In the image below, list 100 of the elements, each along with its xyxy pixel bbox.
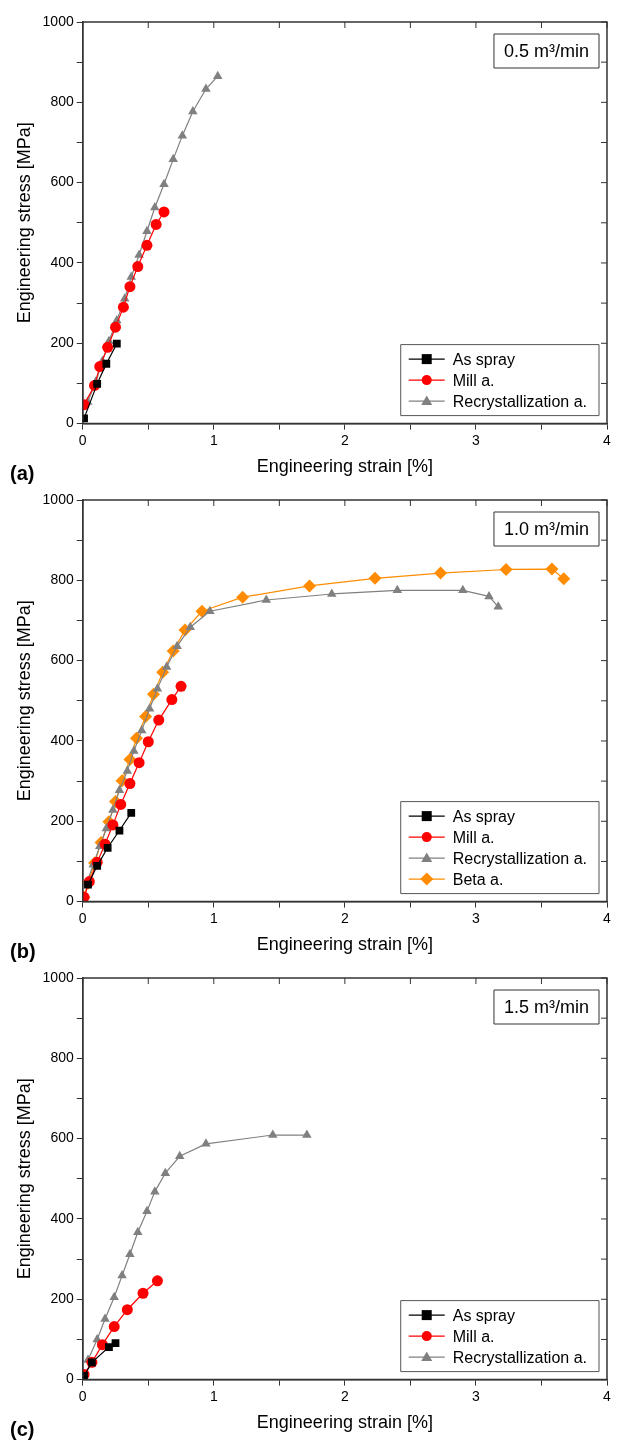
x-tick-label: 1 xyxy=(209,431,218,448)
y-tick-label: 200 xyxy=(50,334,74,351)
legend-label: Recrystallization a. xyxy=(452,849,588,867)
point xyxy=(107,819,119,831)
x-tick-label: 0 xyxy=(78,909,87,926)
x-tick-label: 0 xyxy=(78,431,87,448)
x-tick-label: 2 xyxy=(340,1387,349,1404)
text: (b) xyxy=(10,940,36,962)
point xyxy=(172,640,182,649)
y-tick-label: 0 xyxy=(65,892,74,909)
annotation: 1.0 m³/min xyxy=(503,518,590,539)
point xyxy=(108,804,118,813)
legend-label: As spray xyxy=(452,1306,515,1324)
point xyxy=(499,562,513,576)
point xyxy=(545,562,559,576)
point xyxy=(484,590,494,600)
point xyxy=(109,1291,119,1301)
point xyxy=(168,153,178,163)
point xyxy=(133,757,145,769)
point xyxy=(100,1313,110,1322)
point xyxy=(174,1150,185,1160)
point xyxy=(368,571,382,585)
x-axis-title: Engineering strain [%] xyxy=(256,934,433,955)
point xyxy=(117,1270,127,1279)
x-axis-title: Engineering strain [%] xyxy=(256,1412,433,1433)
y-axis-title: Engineering stress [MPa] xyxy=(13,1078,34,1280)
y-tick-label: 200 xyxy=(50,1290,74,1307)
point xyxy=(152,683,163,692)
point xyxy=(458,584,468,594)
y-tick-label: 400 xyxy=(50,253,74,270)
point xyxy=(166,694,178,706)
x-tick-label: 1 xyxy=(209,909,218,926)
point xyxy=(111,1339,120,1347)
point xyxy=(302,1129,312,1138)
annotation: 0.5 m³/min xyxy=(503,40,590,61)
point xyxy=(175,680,187,692)
point xyxy=(132,261,144,273)
legend-label: Mill a. xyxy=(452,371,495,389)
point xyxy=(112,339,121,348)
x-axis-title: Engineering strain [%] xyxy=(256,456,433,477)
point xyxy=(142,736,154,748)
point xyxy=(124,281,136,293)
point xyxy=(122,765,133,774)
point xyxy=(105,1343,113,1351)
point xyxy=(158,206,170,218)
point xyxy=(150,218,162,230)
point xyxy=(125,1248,135,1258)
text: (a) xyxy=(10,462,35,484)
legend-label: Mill a. xyxy=(452,1327,495,1345)
point xyxy=(159,178,169,187)
y-axis-title: Engineering stress [MPa] xyxy=(13,122,34,324)
point xyxy=(201,83,211,92)
point xyxy=(557,572,571,586)
x-tick-label: 3 xyxy=(472,431,481,448)
x-tick-label: 0 xyxy=(78,1387,87,1404)
y-tick-label: 1000 xyxy=(42,968,74,985)
point xyxy=(137,1287,149,1299)
point xyxy=(150,1186,160,1195)
point xyxy=(115,798,127,810)
point xyxy=(268,1129,278,1138)
legend-label: Beta a. xyxy=(452,870,504,888)
point xyxy=(236,590,250,604)
y-tick-label: 400 xyxy=(50,1209,74,1226)
point xyxy=(124,778,136,790)
x-tick-label: 4 xyxy=(603,909,612,926)
x-tick-label: 1 xyxy=(209,1387,218,1404)
x-tick-label: 4 xyxy=(603,1387,612,1404)
point xyxy=(205,605,215,614)
point xyxy=(201,1138,211,1147)
point xyxy=(493,601,503,610)
point xyxy=(144,703,155,712)
point xyxy=(392,584,403,594)
legend-label: Mill a. xyxy=(452,828,495,846)
point xyxy=(110,321,122,333)
y-tick-label: 800 xyxy=(50,1049,74,1066)
legend-label: Recrystallization a. xyxy=(452,392,588,410)
annotation: 1.5 m³/min xyxy=(503,996,590,1017)
point xyxy=(142,1205,152,1215)
point xyxy=(108,1321,120,1333)
x-tick-label: 3 xyxy=(472,1387,481,1404)
y-tick-label: 600 xyxy=(50,651,74,668)
point xyxy=(114,784,125,794)
y-tick-label: 400 xyxy=(50,731,74,748)
y-tick-label: 600 xyxy=(50,1129,74,1146)
point xyxy=(188,106,198,115)
point xyxy=(160,1167,171,1176)
x-tick-label: 2 xyxy=(340,431,349,448)
legend-label: As spray xyxy=(452,350,515,368)
y-tick-label: 1000 xyxy=(42,490,74,507)
point xyxy=(302,579,316,593)
point xyxy=(102,341,114,353)
point xyxy=(261,594,271,603)
y-tick-label: 200 xyxy=(50,812,74,829)
y-tick-label: 0 xyxy=(65,414,74,431)
point xyxy=(212,70,223,79)
point xyxy=(82,1372,88,1380)
point xyxy=(151,1275,163,1287)
point xyxy=(93,861,102,870)
point xyxy=(434,566,448,580)
point xyxy=(117,301,129,313)
